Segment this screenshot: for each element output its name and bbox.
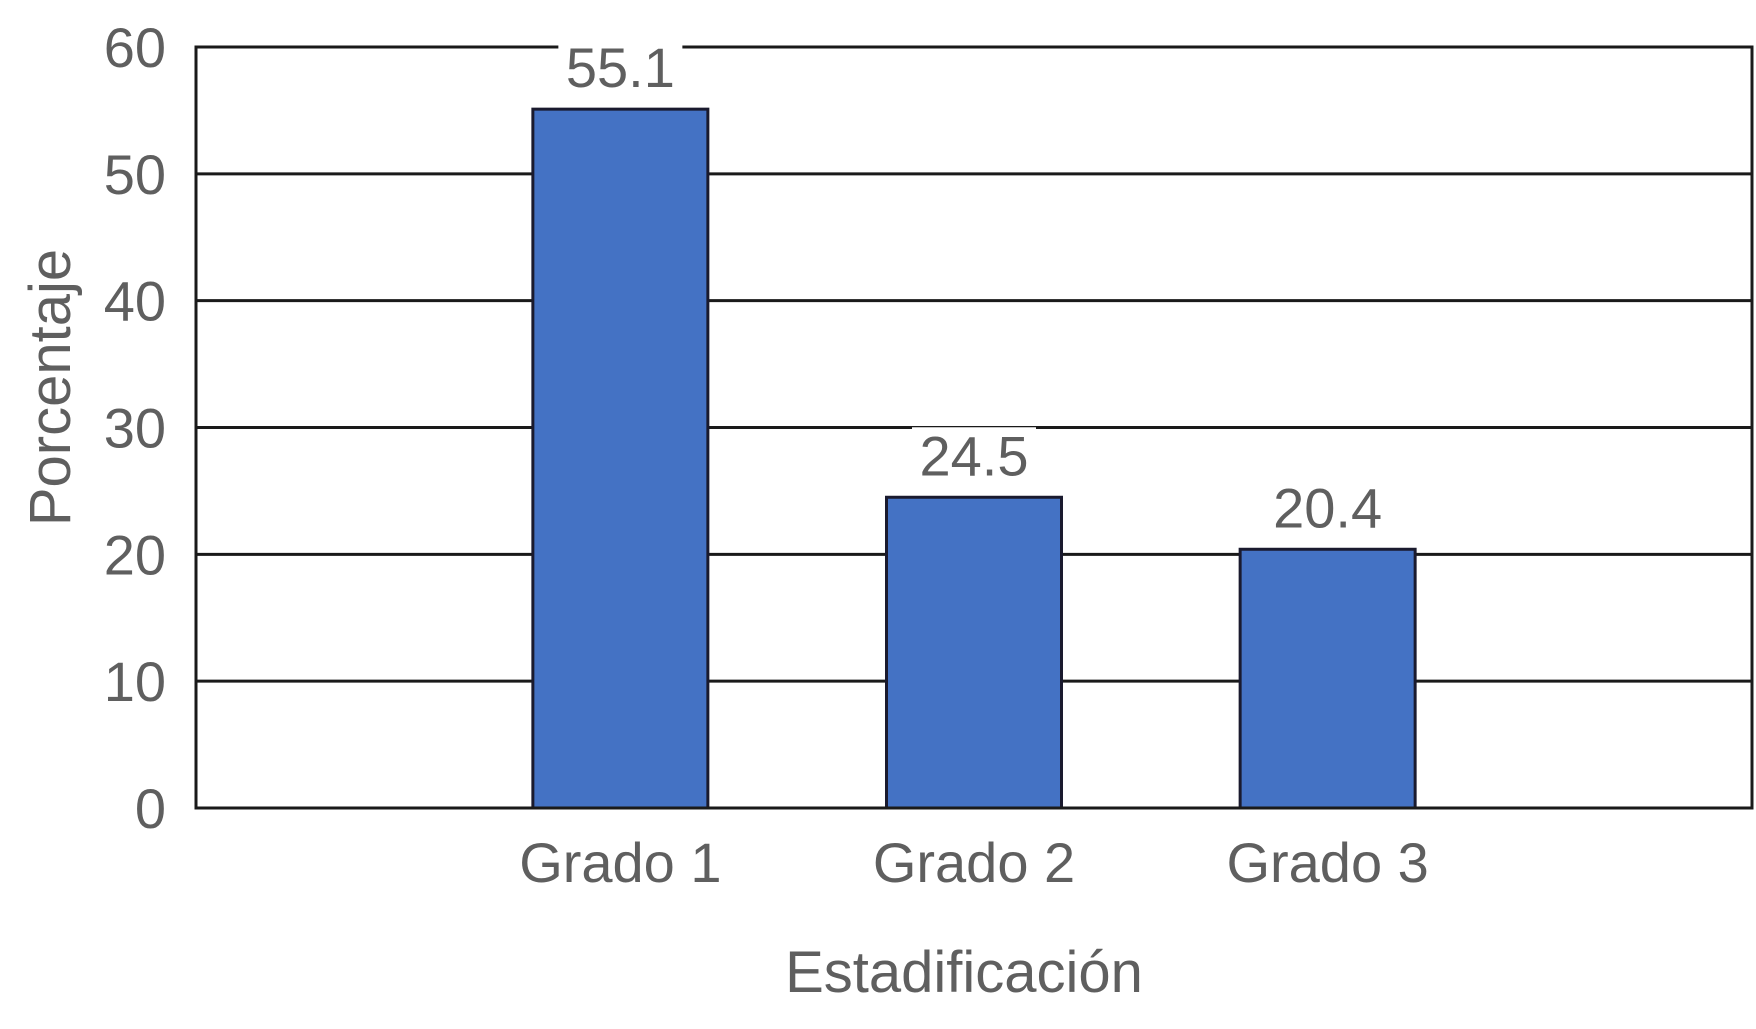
- y-tick-label: 50: [104, 143, 166, 206]
- x-tick-label: Grado 3: [1226, 831, 1428, 894]
- y-tick-label: 20: [104, 523, 166, 586]
- plot-border: [194, 45, 1754, 810]
- data-label-background: [558, 39, 683, 98]
- data-label: 55.1: [566, 36, 675, 99]
- x-tick-labels: Grado 1 Grado 2 Grado 3: [519, 831, 1429, 894]
- y-tick-label: 0: [135, 777, 166, 840]
- bar: [1238, 547, 1417, 810]
- data-label: 24.5: [920, 424, 1029, 487]
- y-tick-label: 10: [104, 650, 166, 713]
- data-label: 20.4: [1273, 476, 1382, 539]
- y-tick-label: 60: [104, 16, 166, 79]
- bars: [531, 107, 1417, 810]
- bar: [531, 107, 710, 810]
- x-axis-title: Estadificación: [785, 940, 1143, 1005]
- y-tick-label: 40: [104, 270, 166, 333]
- y-axis-title: Porcentaje: [18, 249, 83, 526]
- bar: [885, 495, 1063, 810]
- y-tick-label: 30: [104, 397, 166, 460]
- x-tick-label: Grado 1: [519, 831, 721, 894]
- data-label-background: [912, 427, 1036, 486]
- x-tick-label: Grado 2: [873, 831, 1075, 894]
- data-label-background: [1265, 479, 1390, 538]
- data-labels: 55.1 24.5 20.4: [558, 36, 1390, 539]
- plot-frame: [194, 45, 1754, 810]
- y-tick-labels: 0 10 20 30 40 50 60: [104, 16, 166, 840]
